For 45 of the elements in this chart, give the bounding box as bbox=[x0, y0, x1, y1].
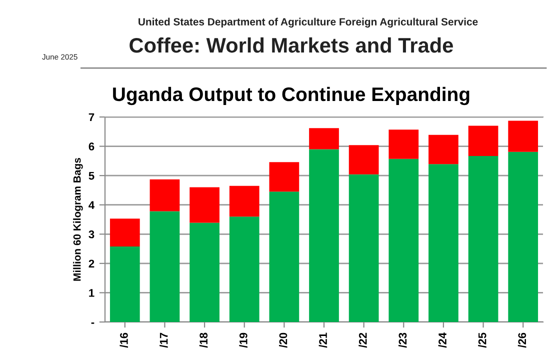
y-tick-label: 4 bbox=[88, 201, 95, 209]
y-axis-title: Million 60 Kilogram Bags bbox=[73, 158, 83, 281]
chart-title: Uganda Output to Continue Expanding bbox=[113, 86, 470, 106]
y-tick-label: - bbox=[91, 322, 94, 324]
bar bbox=[428, 134, 458, 164]
bar bbox=[388, 158, 419, 322]
y-tick-label: 2 bbox=[88, 260, 94, 268]
bar bbox=[269, 192, 300, 322]
x-tick-label: /16 bbox=[120, 332, 128, 348]
text: Coffee: World Markets and Trade bbox=[130, 37, 453, 53]
bar bbox=[468, 126, 498, 156]
bar bbox=[110, 246, 140, 322]
bar bbox=[348, 174, 379, 322]
x-tick-label: /25 bbox=[478, 332, 486, 348]
x-tick-label: /19 bbox=[239, 332, 248, 348]
x-tick-label: /22 bbox=[358, 332, 367, 348]
bar bbox=[150, 179, 180, 212]
bar bbox=[229, 186, 260, 217]
bar bbox=[150, 211, 180, 322]
bar bbox=[269, 162, 300, 192]
bar bbox=[110, 218, 140, 246]
y-tick-label: 5 bbox=[88, 172, 94, 180]
bar bbox=[508, 152, 538, 322]
bar bbox=[508, 120, 538, 152]
bar bbox=[190, 222, 220, 322]
x-tick-label: /21 bbox=[318, 332, 328, 348]
bar bbox=[229, 216, 260, 322]
x-tick-label: /23 bbox=[398, 332, 407, 348]
bar bbox=[309, 149, 339, 322]
bar bbox=[388, 130, 419, 159]
bar bbox=[309, 128, 339, 150]
x-tick-label: /26 bbox=[518, 332, 526, 348]
bar bbox=[468, 156, 498, 322]
bar bbox=[190, 187, 220, 223]
bar bbox=[348, 145, 379, 174]
x-tick-label: /24 bbox=[438, 332, 447, 348]
x-tick-label: /17 bbox=[160, 332, 168, 348]
bar bbox=[428, 164, 458, 322]
x-tick-label: /18 bbox=[199, 332, 208, 348]
y-tick-label: 3 bbox=[88, 230, 94, 238]
x-tick-label: /20 bbox=[279, 332, 288, 348]
text: United States Department of Agriculture Foreign Agricultural Service bbox=[138, 18, 478, 28]
y-tick-label: 7 bbox=[88, 113, 94, 122]
y-tick-label: 1 bbox=[89, 289, 94, 297]
y-tick-label: 6 bbox=[88, 142, 94, 150]
